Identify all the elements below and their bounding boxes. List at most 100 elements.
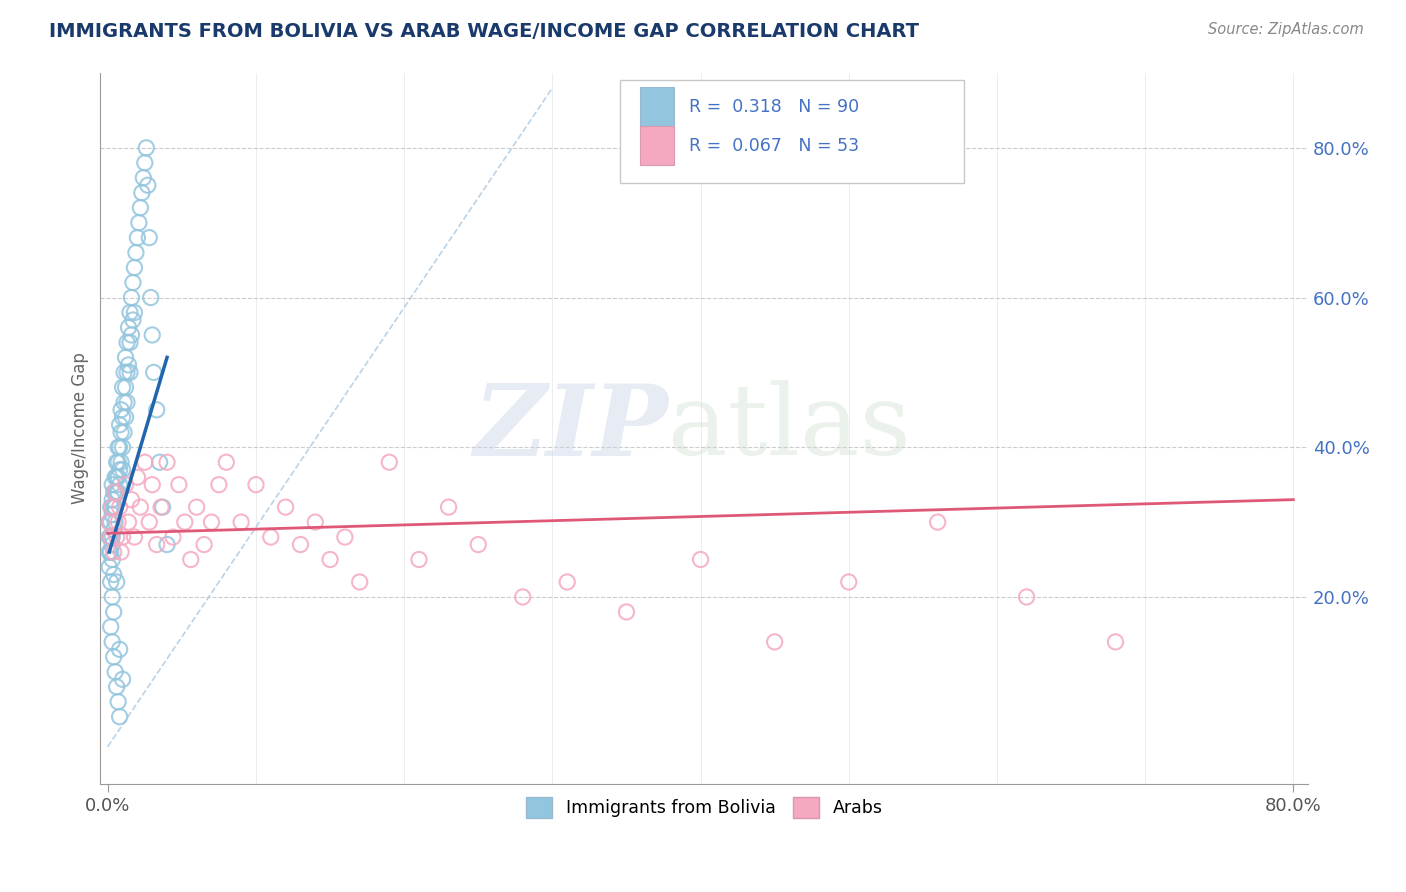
- Point: [98, 560, 121, 574]
- Point: [101, 552, 124, 566]
- Point: [555, 574, 578, 589]
- Point: [108, 709, 131, 723]
- Point: [111, 463, 134, 477]
- Point: [118, 365, 141, 379]
- Point: [274, 500, 297, 515]
- Point: [134, 455, 156, 469]
- Point: [118, 335, 141, 350]
- FancyBboxPatch shape: [620, 80, 965, 183]
- Point: [124, 260, 146, 275]
- Point: [304, 515, 326, 529]
- Point: [112, 395, 135, 409]
- Point: [98, 545, 121, 559]
- FancyBboxPatch shape: [640, 127, 673, 165]
- Point: [145, 402, 167, 417]
- Point: [103, 523, 125, 537]
- Point: [111, 673, 134, 687]
- Point: [115, 395, 138, 409]
- Point: [105, 574, 128, 589]
- Point: [108, 463, 131, 477]
- Point: [138, 515, 160, 529]
- Point: [107, 485, 129, 500]
- Point: [107, 440, 129, 454]
- Point: [124, 305, 146, 319]
- FancyBboxPatch shape: [640, 87, 673, 127]
- Point: [141, 328, 163, 343]
- Point: [101, 530, 124, 544]
- Point: [200, 515, 222, 529]
- Point: [129, 500, 152, 515]
- Point: [104, 485, 127, 500]
- Point: [135, 141, 157, 155]
- Point: [152, 500, 174, 515]
- Point: [122, 313, 145, 327]
- Point: [115, 365, 138, 379]
- Point: [108, 417, 131, 432]
- Point: [100, 530, 122, 544]
- Point: [104, 485, 127, 500]
- Point: [141, 477, 163, 491]
- Point: [110, 402, 132, 417]
- Point: [128, 216, 150, 230]
- Point: [107, 455, 129, 469]
- Point: [103, 545, 125, 559]
- Point: [208, 477, 231, 491]
- Point: [132, 170, 155, 185]
- Point: [101, 590, 124, 604]
- Point: [107, 695, 129, 709]
- Point: [110, 455, 132, 469]
- Point: [150, 500, 173, 515]
- Point: [103, 567, 125, 582]
- Text: atlas: atlas: [668, 381, 911, 476]
- Point: [103, 605, 125, 619]
- Point: [156, 537, 179, 551]
- Point: [108, 477, 131, 491]
- Point: [138, 230, 160, 244]
- Point: [131, 186, 153, 200]
- Point: [290, 537, 312, 551]
- Point: [104, 515, 127, 529]
- Point: [101, 477, 124, 491]
- Point: [114, 351, 136, 365]
- Point: [512, 590, 534, 604]
- Point: [117, 358, 139, 372]
- Point: [107, 515, 129, 529]
- Point: [103, 500, 125, 515]
- Point: [117, 320, 139, 334]
- Point: [186, 500, 208, 515]
- Point: [136, 178, 159, 193]
- Point: [105, 470, 128, 484]
- Point: [127, 230, 149, 244]
- Point: [193, 537, 215, 551]
- Point: [927, 515, 949, 529]
- Point: [110, 545, 132, 559]
- Point: [145, 537, 167, 551]
- Point: [111, 440, 134, 454]
- Point: [1104, 635, 1126, 649]
- Point: [408, 552, 430, 566]
- Text: Source: ZipAtlas.com: Source: ZipAtlas.com: [1208, 22, 1364, 37]
- Point: [763, 635, 786, 649]
- Point: [101, 500, 124, 515]
- Text: IMMIGRANTS FROM BOLIVIA VS ARAB WAGE/INCOME GAP CORRELATION CHART: IMMIGRANTS FROM BOLIVIA VS ARAB WAGE/INC…: [49, 22, 920, 41]
- Point: [104, 500, 127, 515]
- Point: [142, 365, 165, 379]
- Point: [114, 380, 136, 394]
- Point: [112, 365, 135, 379]
- Point: [111, 410, 134, 425]
- Point: [112, 425, 135, 440]
- Point: [100, 515, 122, 529]
- Text: R =  0.318   N = 90: R = 0.318 N = 90: [689, 98, 859, 116]
- Point: [231, 515, 253, 529]
- Point: [100, 545, 122, 559]
- Point: [111, 530, 134, 544]
- Point: [117, 515, 139, 529]
- Point: [838, 574, 860, 589]
- Point: [110, 425, 132, 440]
- Point: [108, 642, 131, 657]
- Point: [108, 500, 131, 515]
- Point: [115, 335, 138, 350]
- Point: [156, 455, 179, 469]
- Point: [162, 530, 184, 544]
- Point: [98, 515, 121, 529]
